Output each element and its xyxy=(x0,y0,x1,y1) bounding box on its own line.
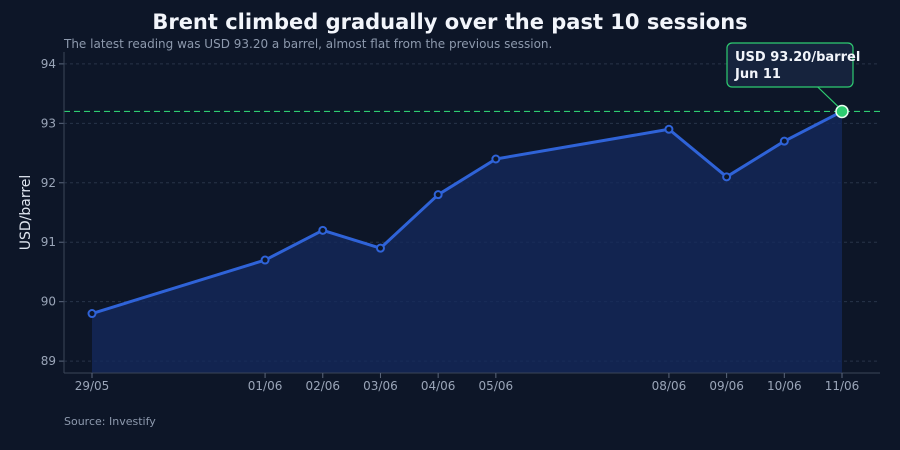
x-tick-label: 01/06 xyxy=(248,379,283,393)
callout-box xyxy=(726,42,854,88)
data-point xyxy=(318,225,328,235)
callout-line-2: Jun 11 xyxy=(734,67,781,82)
callout-line-1: USD 93.20/barrel xyxy=(735,50,860,65)
line-layer xyxy=(91,110,843,315)
chart-subtitle: The latest reading was USD 93.20 a barre… xyxy=(64,37,553,51)
y-tick-label: 94 xyxy=(41,57,56,71)
x-tick-label: 09/06 xyxy=(709,379,744,393)
data-point xyxy=(87,309,97,319)
x-tick-label: 02/06 xyxy=(305,379,340,393)
series-line xyxy=(91,110,843,315)
data-point xyxy=(491,154,501,164)
x-tick-label: 03/06 xyxy=(363,379,398,393)
y-tick-label: 93 xyxy=(41,116,56,130)
callout-layer: USD 93.20/barrel Jun 11 xyxy=(726,42,860,107)
points-layer xyxy=(87,104,849,319)
x-tick-label: 11/06 xyxy=(825,379,860,393)
callout-connector xyxy=(817,86,839,107)
y-tick-label: 90 xyxy=(41,295,56,309)
data-point xyxy=(433,190,443,200)
x-tick-label: 10/06 xyxy=(767,379,802,393)
x-tick-label: 08/06 xyxy=(652,379,687,393)
latest-point xyxy=(835,104,849,119)
chart-title: Brent climbed gradually over the past 10… xyxy=(152,10,748,34)
data-point xyxy=(722,172,732,182)
axis-layer: 89 90 91 92 93 94 29/05 01/06 02/06 03/06 04/06 05/… xyxy=(18,52,880,393)
data-point xyxy=(779,136,789,146)
area-layer xyxy=(92,111,842,373)
series-area xyxy=(92,111,842,373)
y-tick-label: 92 xyxy=(41,176,56,190)
y-tick-label: 89 xyxy=(41,354,56,368)
y-tick-label: 91 xyxy=(41,235,56,249)
chart-source: Source: Investify xyxy=(64,415,156,428)
x-tick-label: 04/06 xyxy=(421,379,456,393)
x-tick-label: 05/06 xyxy=(479,379,514,393)
data-point xyxy=(260,255,270,265)
data-point xyxy=(664,124,674,134)
y-axis-label: USD/barrel xyxy=(18,175,34,251)
x-tick-label: 29/05 xyxy=(75,379,110,393)
data-point xyxy=(375,243,385,253)
